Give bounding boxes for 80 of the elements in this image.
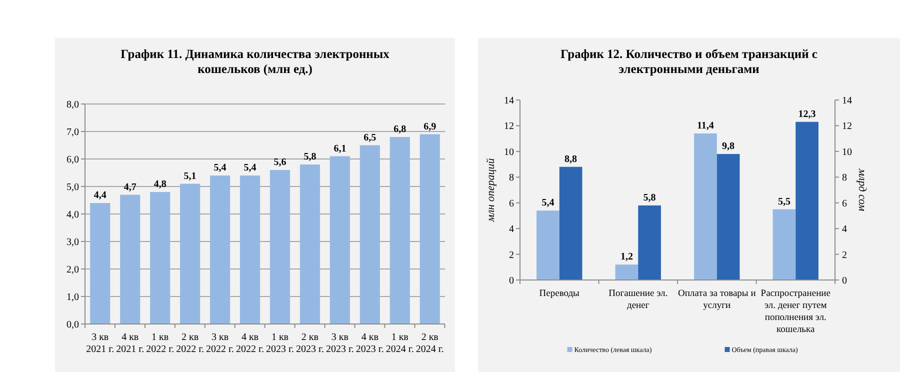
data-label: 5,5 bbox=[778, 196, 790, 208]
y-tick-label: 14 bbox=[504, 96, 514, 106]
y2-tick-label: 6 bbox=[842, 198, 847, 210]
y-tick-label: 0 bbox=[509, 276, 514, 286]
x-tick-label: 4 кв 2021 г. bbox=[116, 332, 144, 355]
data-label: 4,4 bbox=[94, 190, 106, 201]
y2-tick-label: 2 bbox=[842, 250, 847, 261]
bar bbox=[390, 137, 410, 324]
data-label: 5,4 bbox=[214, 162, 226, 174]
x-tick-label: 2 кв 2022 г. bbox=[176, 332, 204, 355]
data-label: 4,8 bbox=[154, 179, 166, 190]
data-label: 9,8 bbox=[722, 141, 735, 152]
data-label: 6,8 bbox=[394, 124, 406, 135]
data-label: 6,5 bbox=[364, 132, 376, 144]
x-tick-label: 3 кв 2021 г. bbox=[86, 332, 114, 355]
y-tick-label: 6,0 bbox=[66, 154, 79, 166]
data-label: 6,1 bbox=[334, 143, 346, 154]
bar bbox=[120, 194, 140, 324]
y-tick-label: 2,0 bbox=[66, 264, 79, 276]
x-tick-label: 1 кв 2024 г. bbox=[386, 332, 414, 355]
x-tick-label: Переводы bbox=[539, 289, 580, 299]
data-label: 6,9 bbox=[424, 121, 436, 132]
x-tick-label: 4 кв 2022 г. bbox=[236, 332, 264, 355]
y-tick-label: 1,0 bbox=[66, 292, 79, 303]
bar bbox=[330, 156, 350, 324]
x-tick-label: 2 кв 2023 г. bbox=[296, 332, 324, 355]
bar bbox=[210, 176, 230, 324]
x-tick-label: 3 кв 2022 г. bbox=[206, 332, 234, 355]
data-label: 4,7 bbox=[124, 182, 136, 193]
x-tick-label: Погашение эл. денег bbox=[608, 289, 668, 311]
data-label: 5,6 bbox=[274, 157, 286, 168]
data-label: 5,8 bbox=[643, 192, 656, 204]
y2-tick-label: 12 bbox=[842, 121, 852, 132]
data-label: 5,1 bbox=[184, 170, 196, 182]
y-tick-label: 3,0 bbox=[66, 237, 79, 248]
bar bbox=[240, 176, 260, 324]
x-tick-label: Распространение эл. денег путем пополнения эл. кошелька bbox=[760, 289, 830, 335]
data-label: 5,4 bbox=[244, 162, 256, 174]
bar bbox=[360, 145, 380, 324]
bar bbox=[638, 205, 661, 280]
data-label: 8,8 bbox=[564, 154, 578, 165]
y-tick-label: 0,0 bbox=[66, 320, 79, 330]
y-tick-label: 8 bbox=[509, 172, 514, 184]
data-label: 11,4 bbox=[696, 120, 714, 132]
x-tick-label: 4 кв 2023 г. bbox=[356, 332, 384, 355]
y-tick-label: 7,0 bbox=[66, 127, 79, 138]
y2-tick-label: 14 bbox=[842, 96, 852, 106]
y-tick-label: 8,0 bbox=[66, 100, 79, 110]
x-tick-label: 2 кв 2024 г. bbox=[416, 332, 444, 355]
data-label: 5,8 bbox=[304, 152, 316, 162]
y-tick-label: 2 bbox=[509, 250, 514, 261]
x-tick-label: Оплата за товары и услуги bbox=[678, 289, 756, 311]
y2-tick-label: 10 bbox=[842, 146, 852, 158]
data-label: 12,3 bbox=[798, 108, 816, 120]
x-tick-label: 1 кв 2022 г. bbox=[146, 332, 174, 355]
data-label: 5,4 bbox=[542, 198, 554, 209]
y2-tick-label: 0 bbox=[842, 276, 847, 286]
y2-tick-label: 4 bbox=[842, 224, 847, 236]
chart-title: График 12. Количество и объем транзакций с электронными деньгами bbox=[560, 47, 818, 76]
data-label: 1,2 bbox=[620, 252, 633, 263]
bar bbox=[270, 170, 290, 324]
bar bbox=[150, 192, 170, 324]
bar bbox=[420, 134, 440, 324]
y2-axis-title: млрд сом bbox=[856, 168, 868, 212]
bar bbox=[300, 164, 320, 324]
bar bbox=[90, 203, 110, 324]
y-tick-label: 6 bbox=[509, 198, 514, 210]
bar bbox=[796, 122, 818, 280]
y-tick-label: 12 bbox=[504, 121, 514, 132]
y-tick-label: 4 bbox=[509, 224, 514, 236]
x-tick-label: 1 кв 2023 г. bbox=[266, 332, 294, 355]
y2-tick-label: 8 bbox=[842, 172, 847, 184]
y-tick-label: 5,0 bbox=[66, 182, 79, 193]
y-tick-label: 4,0 bbox=[66, 210, 79, 220]
y-axis-title: млн операций bbox=[485, 158, 497, 223]
bar bbox=[180, 184, 200, 324]
y-tick-label: 10 bbox=[504, 146, 514, 158]
bar bbox=[615, 264, 638, 280]
x-tick-label: 3 кв 2023 г. bbox=[326, 332, 354, 355]
chart-title: График 11. Динамика количества электронных кошельков (млн ед.) bbox=[120, 47, 390, 76]
